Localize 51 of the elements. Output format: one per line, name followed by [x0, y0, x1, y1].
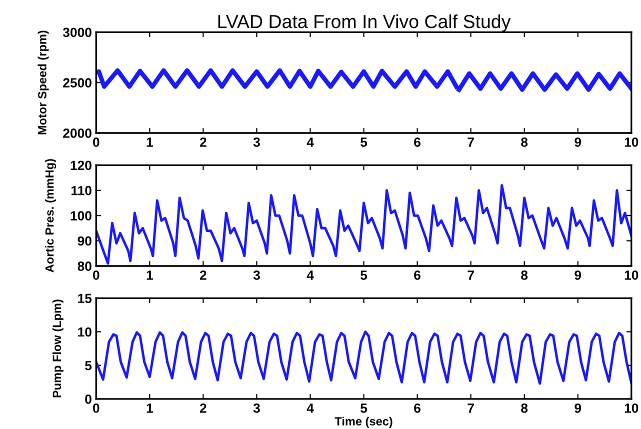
y-tick-label: 80: [78, 262, 92, 271]
x-axis-title: Time (sec): [334, 416, 392, 428]
y-axis-title: Pump Flow (Lpm): [52, 300, 64, 398]
x-tick-label: 2: [200, 138, 206, 147]
y-tick-label: 120: [70, 160, 92, 170]
y-tick-label: 2500: [63, 78, 92, 88]
x-tick-label: 0: [93, 403, 100, 413]
x-tick-label: 2: [200, 403, 206, 413]
x-tick-label: 10: [624, 403, 638, 413]
x-tick-label: 8: [521, 270, 528, 280]
y-tick-label: 15: [78, 294, 92, 304]
x-tick-label: 1: [146, 138, 153, 147]
x-tick-label: 0: [93, 270, 100, 280]
x-tick-label: 9: [574, 270, 582, 280]
x-tick-label: 0: [93, 138, 100, 147]
x-tick-label: 7: [468, 270, 474, 280]
x-tick-label: 6: [414, 138, 420, 147]
x-tick-label: 8: [521, 138, 528, 147]
x-tick-label: 8: [521, 403, 528, 413]
x-tick-label: 7: [468, 404, 474, 413]
x-tick-label: 6: [414, 270, 420, 280]
x-tick-label: 5: [360, 404, 368, 413]
y-tick-label: 2000: [63, 128, 92, 138]
x-tick-label: 4: [306, 270, 314, 280]
x-tick-label: 10: [624, 138, 638, 147]
x-tick-label: 4: [306, 138, 314, 147]
x-tick-label: 2: [200, 270, 206, 280]
x-tick-label: 3: [253, 138, 260, 147]
x-tick-label: 1: [146, 270, 153, 280]
y-tick-label: 5: [85, 361, 92, 370]
y-tick-label: 90: [78, 236, 92, 246]
x-tick-label: 3: [253, 403, 260, 413]
x-tick-label: 4: [306, 404, 314, 413]
x-tick-label: 3: [253, 270, 260, 280]
x-tick-label: 5: [360, 138, 368, 147]
x-tick-label: 6: [414, 403, 420, 413]
y-tick-label: 100: [70, 211, 92, 220]
y-tick-label: 3000: [62, 28, 92, 38]
y-tick-label: 0: [85, 394, 92, 404]
y-tick-label: 10: [78, 327, 92, 337]
x-tick-label: 5: [360, 270, 368, 280]
x-tick-label: 7: [468, 138, 474, 147]
x-tick-label: 9: [574, 138, 582, 147]
y-axis-title: Aortic Pres. (mmHg): [45, 159, 56, 272]
y-tick-label: 110: [72, 186, 92, 196]
x-tick-label: 9: [574, 403, 582, 413]
y-axis-title: Motor Speed (rpm): [38, 30, 49, 134]
line-series: [96, 330, 632, 385]
x-tick-label: 10: [624, 270, 638, 280]
x-tick-label: 1: [146, 404, 153, 413]
chart-title: LVAD Data From In Vivo Calf Study: [218, 14, 511, 32]
